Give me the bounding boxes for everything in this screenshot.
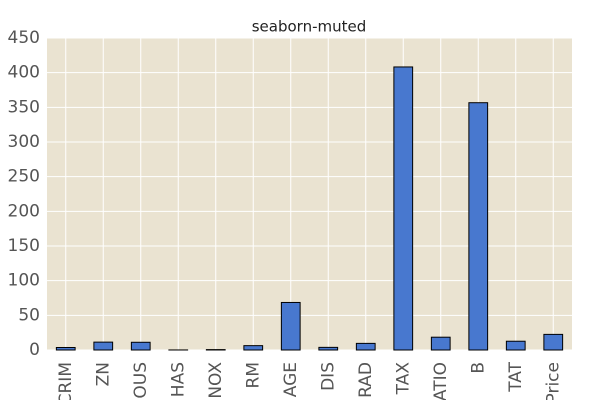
x-tick-label: B (468, 362, 488, 374)
y-tick-label: 250 (8, 167, 40, 187)
bar (505, 340, 526, 351)
y-tick-label: 100 (8, 271, 40, 291)
bar (355, 342, 376, 351)
bar (543, 333, 564, 351)
bar (318, 346, 339, 351)
y-tick-label: 50 (18, 305, 40, 325)
y-tick-label: 200 (8, 201, 40, 221)
bar (393, 66, 414, 351)
y-tick-label: 300 (8, 132, 40, 152)
x-tick-label: Price (543, 362, 563, 400)
x-tick-label: NOX (206, 362, 226, 399)
x-tick-label: OUS (131, 362, 151, 399)
y-tick-label: 150 (8, 236, 40, 256)
chart-title: seaborn-muted (252, 18, 367, 36)
bar (280, 301, 301, 351)
y-tick-label: 350 (8, 97, 40, 117)
plot-area (47, 38, 572, 350)
x-tick-label: TAT (506, 361, 526, 392)
bar (468, 102, 489, 351)
x-tick-label: TAX (393, 362, 413, 396)
x-tick-label: CRIM (56, 362, 76, 400)
bar (93, 341, 114, 351)
bar (130, 341, 151, 351)
bar (430, 336, 451, 351)
x-tick-label: ATIO (431, 362, 451, 400)
bar (55, 346, 76, 351)
y-tick-label: 450 (8, 28, 40, 48)
x-tick-label: ZN (93, 362, 113, 386)
bar (243, 345, 264, 351)
y-tick-label: 0 (29, 340, 40, 360)
x-tick-label: RAD (356, 362, 376, 398)
x-tick-label: RM (243, 362, 263, 388)
x-tick-label: HAS (168, 362, 188, 397)
x-tick-label: DIS (318, 362, 338, 391)
x-tick-label: AGE (281, 362, 301, 397)
y-tick-label: 400 (8, 63, 40, 83)
